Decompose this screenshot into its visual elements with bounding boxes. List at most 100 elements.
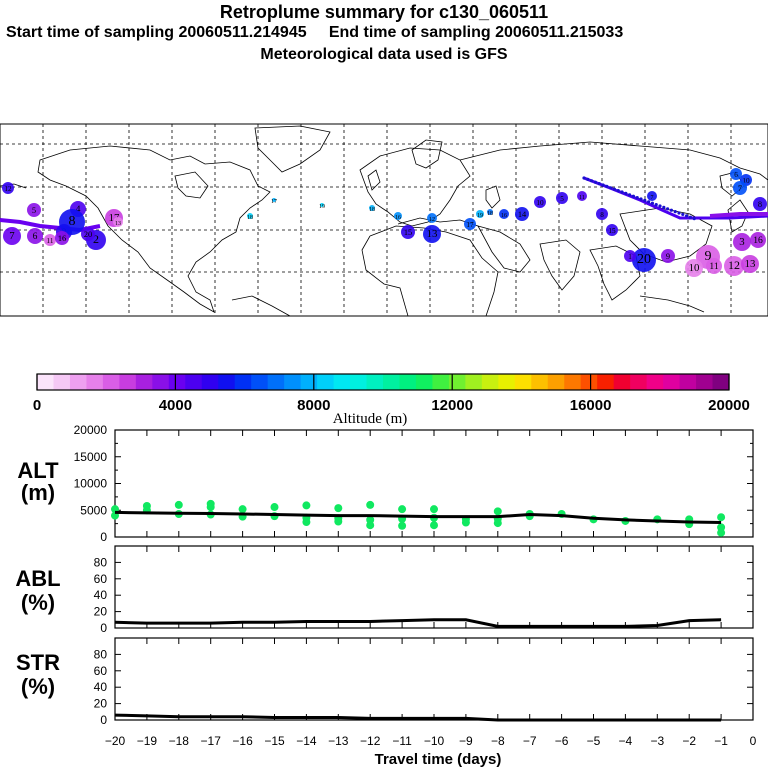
alt-cluster-point xyxy=(430,505,438,514)
plume-cluster-label: 10 xyxy=(742,177,750,185)
plume-cluster-dot xyxy=(733,233,751,251)
plume-trail-dot xyxy=(597,182,601,186)
plume-cluster-dot xyxy=(394,212,402,220)
plume-trail-dot xyxy=(582,176,586,180)
colorbar-swatch xyxy=(481,374,499,390)
colorbar-tick-label: 12000 xyxy=(431,397,473,414)
colorbar-swatch xyxy=(300,374,318,390)
abl-label: ABL xyxy=(15,566,60,591)
plume-cluster-dot xyxy=(753,197,767,211)
alt-cluster-point xyxy=(717,513,726,522)
alt-cluster-point xyxy=(334,504,343,513)
plume-cluster-label: 8 xyxy=(758,200,762,209)
alt-cluster-point xyxy=(334,517,343,526)
plume-cluster-label: 18 xyxy=(247,215,253,221)
plume-cluster-label: 4 xyxy=(76,204,81,215)
colorbar-tick-labels: 0 4000 8000 12000 16000 20000 xyxy=(33,374,750,414)
colorbar-swatch xyxy=(613,374,631,390)
plume-cluster-label: 3 xyxy=(739,236,744,248)
altitude-colorbar xyxy=(36,373,730,391)
alt-mean-line xyxy=(114,510,722,525)
alt-label: ALT xyxy=(17,458,59,483)
plume-cluster-label: 13 xyxy=(115,221,121,227)
plume-trail-dot xyxy=(628,193,632,197)
colorbar-tick-label: 20000 xyxy=(708,397,750,414)
plume-cluster-dot xyxy=(487,209,493,215)
plume-cluster-dot xyxy=(724,256,744,276)
plume-clusters: 1254376217118201613181719181612151319181… xyxy=(2,168,767,277)
plume-cluster-label: 18 xyxy=(369,207,375,213)
plume-cluster-label: 12 xyxy=(728,258,740,272)
plume-trail-dot xyxy=(669,208,674,212)
plume-cluster-dot xyxy=(741,255,759,273)
str-panel-frame xyxy=(114,637,754,721)
colorbar-swatch xyxy=(646,374,664,390)
plume-cluster-label: 11 xyxy=(47,237,54,245)
plume-trail-dot xyxy=(590,179,594,183)
x-tick-label: −13 xyxy=(328,734,349,748)
colorbar-swatch xyxy=(284,374,302,390)
colorbar-swatch xyxy=(102,374,120,390)
plume-cluster-label: 15 xyxy=(608,227,616,235)
plume-trail-dot xyxy=(631,194,636,198)
alt-cluster-point xyxy=(366,500,375,509)
plume-trail-dot xyxy=(666,207,670,211)
plume-cluster-label: 13 xyxy=(745,258,756,270)
plume-trail-dot xyxy=(677,211,681,215)
plume-cluster-label: 12 xyxy=(4,185,12,193)
plume-trail-dot xyxy=(605,184,609,188)
x-tick-label: −10 xyxy=(424,734,445,748)
plume-cluster-label: 6 xyxy=(33,231,38,242)
x-tick-label: −19 xyxy=(137,734,158,748)
alt-cluster-point xyxy=(717,528,726,537)
panel-ticks xyxy=(114,429,754,721)
colorbar-swatch xyxy=(679,374,697,390)
colorbar-swatch xyxy=(234,374,252,390)
plume-cluster-dot xyxy=(44,234,56,246)
plume-cluster-label: 20 xyxy=(637,252,651,267)
alt-cluster-point xyxy=(366,521,375,530)
abl-line xyxy=(114,618,722,628)
colorbar-tick-label: 8000 xyxy=(297,397,330,414)
colorbar-swatch xyxy=(597,374,615,390)
y-tick-label: 60 xyxy=(94,572,108,586)
plume-trail-dot xyxy=(612,187,617,191)
colorbar-swatch xyxy=(498,374,516,390)
plume-cluster-label: 12 xyxy=(429,217,435,223)
plume-cluster-label: 9 xyxy=(705,249,712,264)
coast-indonesia xyxy=(639,295,705,313)
colorbar-swatch xyxy=(383,374,400,390)
colorbar-swatch xyxy=(119,374,137,390)
x-tick-label: −20 xyxy=(105,734,126,748)
plume-cluster-dot xyxy=(750,232,766,248)
plume-cluster-label: 6 xyxy=(734,171,738,179)
colorbar-tick-label: 4000 xyxy=(159,397,192,414)
x-tick-label: −1 xyxy=(714,734,728,748)
plume-cluster-dot xyxy=(27,228,43,244)
colorbar-swatch xyxy=(251,374,269,390)
plume-cluster-dot xyxy=(661,249,675,263)
coast-japan xyxy=(727,199,749,233)
plume-cluster-label: 7 xyxy=(9,230,15,242)
plume-cluster-dot xyxy=(27,203,41,217)
coast-europe xyxy=(359,147,471,227)
plume-trail-dot xyxy=(654,203,658,207)
colorbar-swatch xyxy=(564,374,582,390)
str-label: STR xyxy=(16,650,60,675)
colorbar-swatch xyxy=(218,374,236,390)
y-tick-label: 15000 xyxy=(74,450,108,464)
plume-trail-dot xyxy=(635,196,639,200)
plume-cluster-label: 10 xyxy=(689,262,700,274)
x-tick-label: −4 xyxy=(619,734,633,748)
coast-africa-west xyxy=(361,235,409,317)
plume-trail-dot xyxy=(609,186,613,190)
y-tick-label: 40 xyxy=(94,588,108,602)
plume-cluster-label: 19 xyxy=(477,213,483,219)
y-tick-label: 60 xyxy=(94,664,108,678)
abl-panel-frame xyxy=(114,545,754,629)
y-tick-label: 20 xyxy=(94,605,108,619)
plume-cluster-label: 9 xyxy=(666,252,670,261)
plume-cluster-dot xyxy=(401,225,415,239)
plume-cluster-dot xyxy=(272,198,276,202)
abl-unit: (%) xyxy=(21,590,55,615)
